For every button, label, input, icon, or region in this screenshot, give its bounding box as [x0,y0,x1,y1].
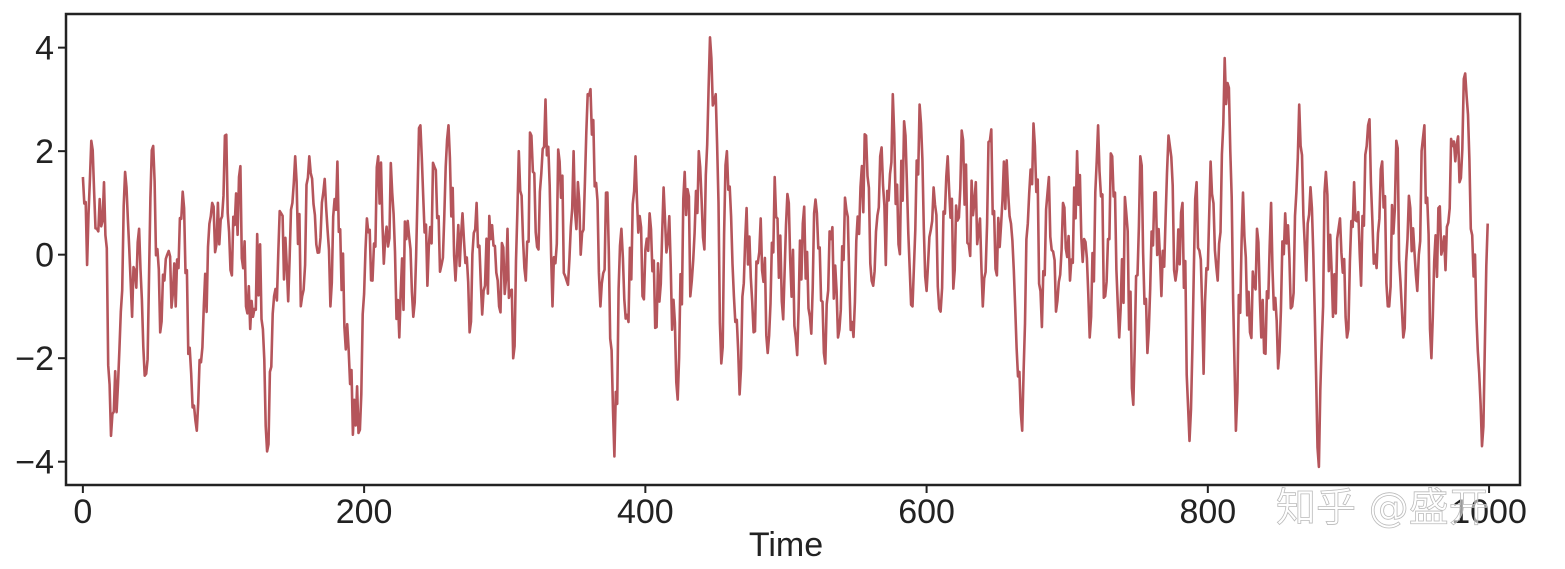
watermark-text: 知乎 @盛开 [1276,485,1489,531]
x-tick-label: 1000 [1451,493,1527,531]
y-axis: −4 −2 0 2 4 [15,30,66,482]
x-tick-label: 600 [898,493,955,531]
y-tick-label: −4 [15,444,54,482]
x-tick-label: 0 [73,493,92,531]
y-tick-label: 4 [35,30,54,68]
plot-frame [64,12,1522,487]
y-tick-label: 2 [35,133,54,171]
y-tick-label: 0 [35,237,54,275]
x-axis: 0 200 400 600 800 1000 [73,485,1527,531]
series-line [81,36,1489,469]
y-tick-label: −2 [15,340,54,378]
x-tick-label: 200 [336,493,393,531]
x-axis-title: Time [749,526,823,564]
x-tick-label: 800 [1179,493,1236,531]
x-tick-label: 400 [617,493,674,531]
